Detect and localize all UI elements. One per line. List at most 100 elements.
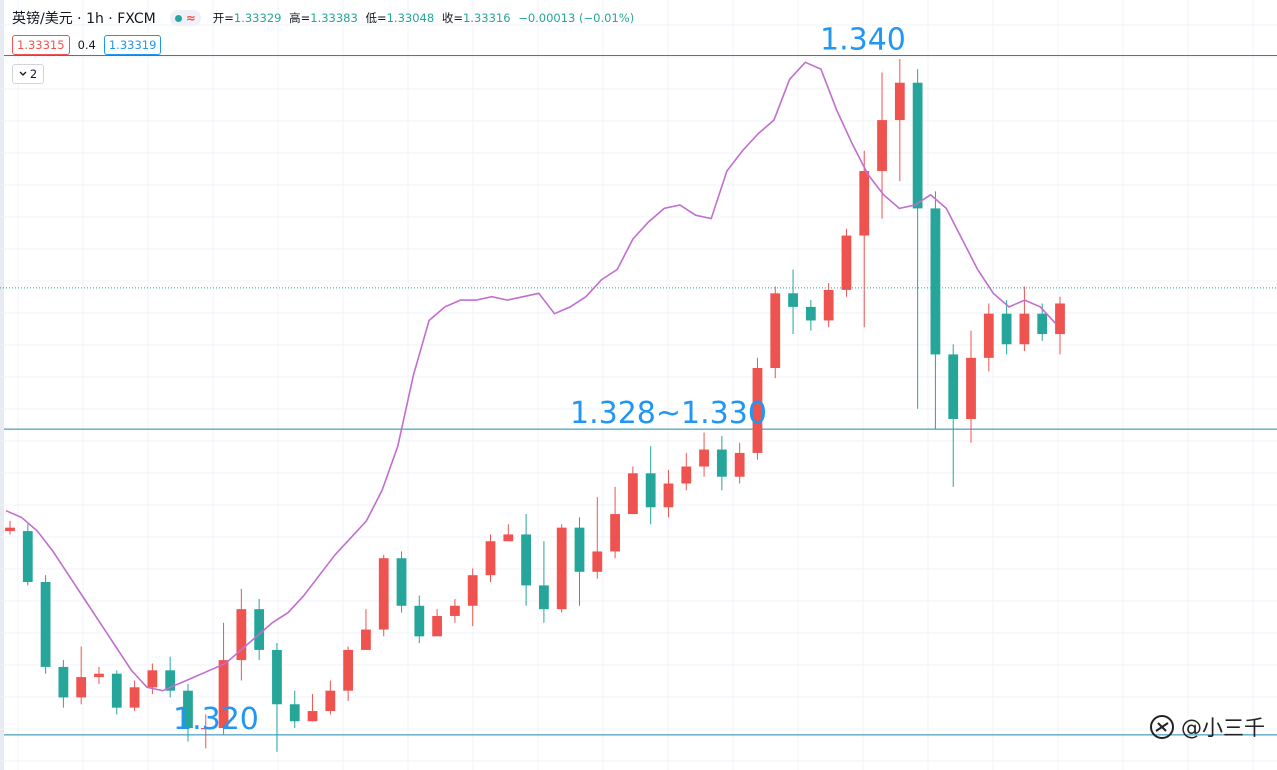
- candle: [663, 469, 674, 518]
- candle-body: [22, 531, 33, 582]
- candle-body: [165, 670, 176, 691]
- candle: [894, 58, 905, 182]
- candle: [325, 680, 336, 715]
- support-resistance-lines: [4, 55, 1277, 736]
- candle: [734, 442, 745, 484]
- candle-body: [1037, 313, 1048, 335]
- high-label: 高=: [289, 11, 311, 25]
- candle: [343, 646, 354, 701]
- candle-body: [592, 551, 603, 572]
- candle: [432, 609, 443, 637]
- candle-body: [912, 82, 923, 209]
- candle: [610, 486, 620, 559]
- candle: [574, 517, 585, 606]
- close-label: 收=: [441, 11, 463, 25]
- candle: [218, 622, 229, 735]
- candle: [983, 303, 994, 372]
- candle: [307, 694, 318, 722]
- candle-body: [272, 649, 282, 705]
- candle-body: [289, 704, 300, 722]
- candle-body: [877, 120, 887, 172]
- candle: [40, 575, 51, 674]
- candle: [289, 690, 300, 729]
- candle: [930, 191, 941, 430]
- watermark-text: @小三千: [1181, 716, 1265, 740]
- candle: [254, 598, 265, 661]
- candle-body: [610, 514, 620, 552]
- candle: [859, 150, 870, 328]
- candle-body: [200, 728, 211, 730]
- candle-body: [788, 293, 798, 307]
- candle: [912, 69, 923, 409]
- candle: [361, 609, 371, 650]
- candle-body: [147, 670, 158, 688]
- buy-price-button[interactable]: 1.33319: [103, 35, 162, 55]
- sell-price-button[interactable]: 1.33315: [12, 35, 70, 55]
- candle: [716, 435, 727, 491]
- high-value: 1.33383: [310, 11, 358, 25]
- candle: [1001, 300, 1012, 355]
- candle-body: [236, 609, 247, 661]
- candle-body: [521, 534, 531, 586]
- candle-body: [378, 558, 389, 630]
- candle: [129, 680, 140, 712]
- candle-body: [681, 466, 692, 484]
- low-label: 低=: [365, 11, 387, 25]
- candle: [396, 551, 407, 613]
- candle-body: [574, 527, 585, 572]
- candle: [272, 643, 282, 752]
- candle-body: [40, 581, 51, 667]
- candle-body: [645, 473, 656, 508]
- candle-body: [734, 452, 745, 477]
- candle: [752, 357, 763, 460]
- candle: [877, 72, 887, 219]
- candle-body: [450, 605, 460, 616]
- candle: [805, 300, 816, 331]
- level-label: 1.340: [820, 23, 906, 58]
- candle-body: [485, 541, 496, 576]
- symbol-title[interactable]: 英镑/美元 · 1h · FXCM: [12, 11, 156, 27]
- zhihu-logo-icon: [1150, 715, 1174, 739]
- candle: [966, 330, 976, 443]
- candle-body: [663, 483, 674, 508]
- candle-body: [894, 82, 905, 121]
- candle-body: [94, 673, 104, 678]
- candle-body: [752, 368, 763, 453]
- candle-body: [58, 666, 69, 698]
- left-edge-bar: [0, 0, 4, 770]
- trade-buttons: 1.33315 0.4 1.33319: [12, 35, 162, 55]
- candle: [94, 666, 104, 684]
- candle: [165, 656, 176, 698]
- candle-body: [770, 293, 781, 369]
- candle: [236, 588, 247, 681]
- low-value: 1.33048: [386, 11, 435, 25]
- candle-body: [325, 690, 336, 712]
- approx-wave-icon: ≈: [185, 11, 196, 25]
- candle: [76, 646, 87, 705]
- candle: [627, 466, 638, 515]
- level-label: 1.320: [173, 702, 259, 737]
- candle-body: [983, 313, 994, 358]
- candle-body: [539, 585, 549, 610]
- candles: [5, 58, 1065, 752]
- candle-body: [307, 711, 318, 722]
- candle: [58, 660, 69, 708]
- candle: [485, 534, 496, 582]
- candle-body: [183, 690, 193, 729]
- level-labels: 1.340 1.328~1.330 1.320: [173, 23, 906, 737]
- candle: [414, 595, 425, 644]
- candle-body: [1055, 303, 1065, 335]
- candle-body: [556, 527, 567, 610]
- candle: [200, 714, 211, 749]
- candle-body: [254, 609, 265, 650]
- indicators-toggle-button[interactable]: 2: [12, 64, 44, 84]
- candle: [699, 432, 709, 477]
- candle: [770, 286, 781, 379]
- open-label: 开=: [212, 11, 234, 25]
- candle-body: [361, 629, 371, 650]
- candle: [1019, 286, 1030, 352]
- close-value: 1.33316: [462, 11, 511, 25]
- market-status-button[interactable]: ≈: [169, 10, 201, 26]
- candle: [823, 283, 834, 328]
